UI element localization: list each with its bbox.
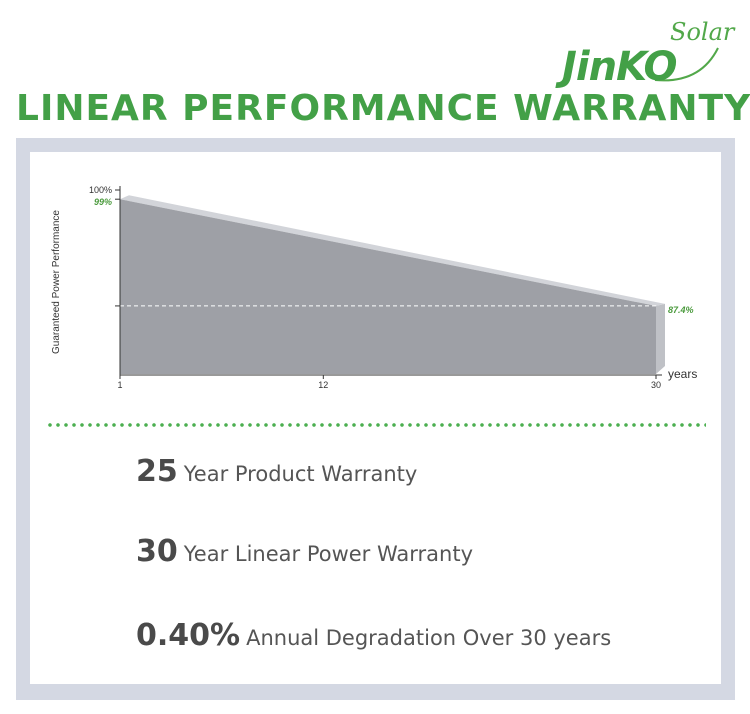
y-tick-label: 100% — [89, 185, 112, 195]
stat-text: Year Linear Power Warranty — [183, 542, 474, 566]
y-axis-label: Guaranteed Power Performance — [51, 210, 62, 354]
start-value-label: 99% — [94, 197, 112, 207]
end-value-label: 87.4% — [668, 305, 694, 315]
stat-power-warranty: 30 Year Linear Power Warranty — [136, 534, 473, 569]
page-title: LINEAR PERFORMANCE WARRANTY — [16, 88, 750, 129]
performance-area — [120, 199, 656, 374]
x-tick-label: 30 — [651, 380, 661, 390]
x-tick-label: 12 — [318, 380, 328, 390]
stat-value: 0.40% — [136, 618, 241, 653]
stat-value: 30 — [136, 534, 178, 569]
stat-annual-degradation: 0.40% Annual Degradation Over 30 years — [136, 618, 611, 653]
stat-value: 25 — [136, 454, 178, 489]
area-top-face — [120, 195, 665, 306]
stat-text: Year Product Warranty — [183, 462, 418, 486]
x-axis-label: years — [668, 367, 697, 381]
stat-product-warranty: 25 Year Product Warranty — [136, 454, 417, 489]
logo-subtitle: Solar — [670, 18, 735, 46]
dotted-divider — [46, 422, 706, 428]
warranty-chart: 100% 99% 87.4% 1 12 30 years Guaranteed Power P… — [51, 185, 697, 390]
jinko-solar-logo: Solar JinKO — [560, 18, 740, 90]
logo-brand: JinKO — [562, 44, 678, 90]
logo-swoosh-icon — [654, 47, 719, 82]
area-side-face — [656, 303, 665, 374]
stat-text: Annual Degradation Over 30 years — [246, 626, 612, 650]
x-tick-label: 1 — [117, 380, 122, 390]
